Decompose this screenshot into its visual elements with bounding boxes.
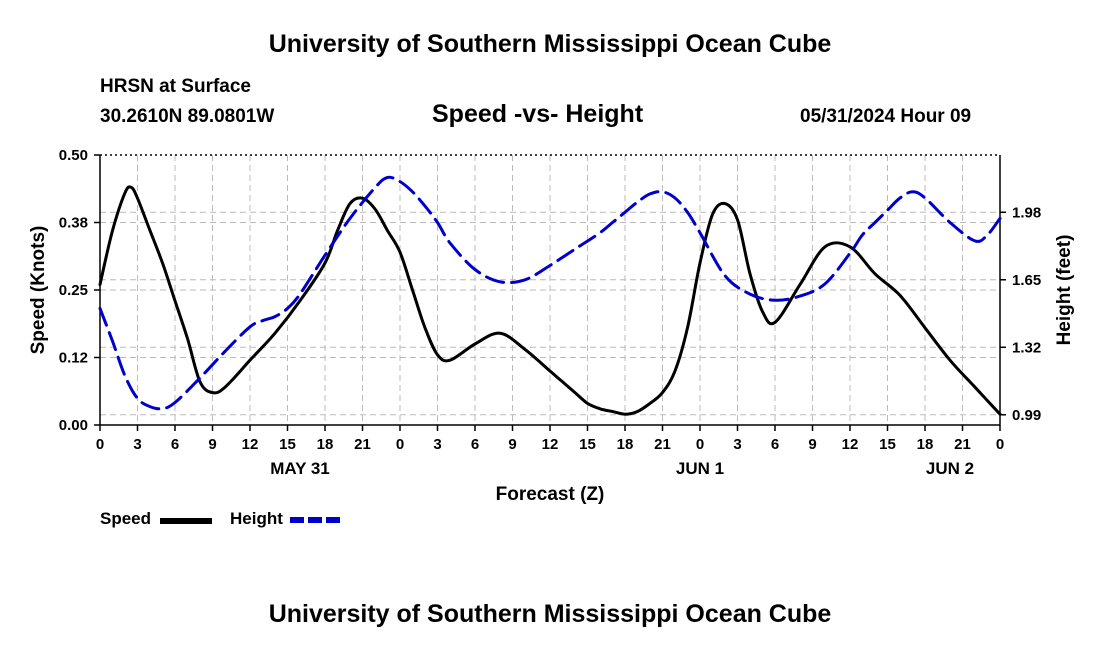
x-day-label: JUN 2 bbox=[926, 459, 974, 478]
forecast-datetime: 05/31/2024 Hour 09 bbox=[800, 106, 972, 127]
speed-series-line bbox=[98, 185, 1002, 416]
legend-height-label: Height bbox=[230, 509, 283, 528]
x-tick-label: 0 bbox=[96, 436, 104, 453]
x-tick-label: 3 bbox=[733, 436, 741, 453]
y-left-tick-label: 0.50 bbox=[59, 147, 88, 164]
x-tick-label: 15 bbox=[579, 436, 596, 453]
y-right-tick-label: 1.32 bbox=[1012, 339, 1041, 356]
station-coordinates: 30.2610N 89.0801W bbox=[100, 106, 275, 127]
legend-speed-label: Speed bbox=[100, 509, 152, 528]
x-tick-label: 0 bbox=[396, 436, 404, 453]
y-left-tick-label: 0.38 bbox=[59, 215, 88, 232]
x-tick-label: 18 bbox=[917, 436, 934, 453]
x-tick-label: 21 bbox=[654, 436, 671, 453]
x-tick-label: 12 bbox=[842, 436, 859, 453]
x-tick-label: 15 bbox=[279, 436, 296, 453]
x-tick-label: 9 bbox=[208, 436, 216, 453]
y-right-tick-label: 1.65 bbox=[1012, 272, 1041, 289]
station-label: HRSN at Surface bbox=[100, 76, 251, 97]
y-left-tick-label: 0.00 bbox=[59, 417, 88, 434]
y-right-tick-label: 1.98 bbox=[1012, 204, 1041, 221]
x-axis-title: Forecast (Z) bbox=[496, 484, 605, 505]
x-day-label: JUN 1 bbox=[676, 459, 724, 478]
x-tick-label: 18 bbox=[317, 436, 334, 453]
x-tick-label: 6 bbox=[471, 436, 479, 453]
x-tick-label: 6 bbox=[171, 436, 179, 453]
y-left-tick-label: 0.12 bbox=[59, 350, 88, 367]
height-series-line bbox=[98, 175, 1002, 411]
x-tick-label: 3 bbox=[133, 436, 141, 453]
x-tick-label: 0 bbox=[996, 436, 1004, 453]
x-tick-label: 0 bbox=[696, 436, 704, 453]
x-tick-label: 15 bbox=[879, 436, 896, 453]
x-day-label: MAY 31 bbox=[270, 459, 330, 478]
x-tick-label: 9 bbox=[508, 436, 516, 453]
y-left-axis-title: Speed (Knots) bbox=[28, 226, 49, 355]
x-tick-label: 12 bbox=[542, 436, 559, 453]
x-tick-label: 9 bbox=[808, 436, 816, 453]
x-tick-label: 18 bbox=[617, 436, 634, 453]
y-right-axis-title: Height (feet) bbox=[1054, 235, 1075, 346]
y-left-tick-label: 0.25 bbox=[59, 282, 88, 299]
footer-title: University of Southern Mississippi Ocean… bbox=[268, 600, 832, 628]
legend-speed-swatch bbox=[160, 518, 212, 524]
chart-title: Speed -vs- Height bbox=[432, 100, 644, 128]
x-tick-label: 12 bbox=[242, 436, 259, 453]
x-tick-label: 3 bbox=[433, 436, 441, 453]
x-tick-label: 6 bbox=[771, 436, 779, 453]
x-tick-label: 21 bbox=[354, 436, 371, 453]
y-right-tick-label: 0.99 bbox=[1012, 407, 1041, 424]
x-tick-label: 21 bbox=[954, 436, 971, 453]
page-title: University of Southern Mississippi Ocean… bbox=[268, 30, 832, 58]
legend-height-swatch bbox=[290, 517, 344, 523]
